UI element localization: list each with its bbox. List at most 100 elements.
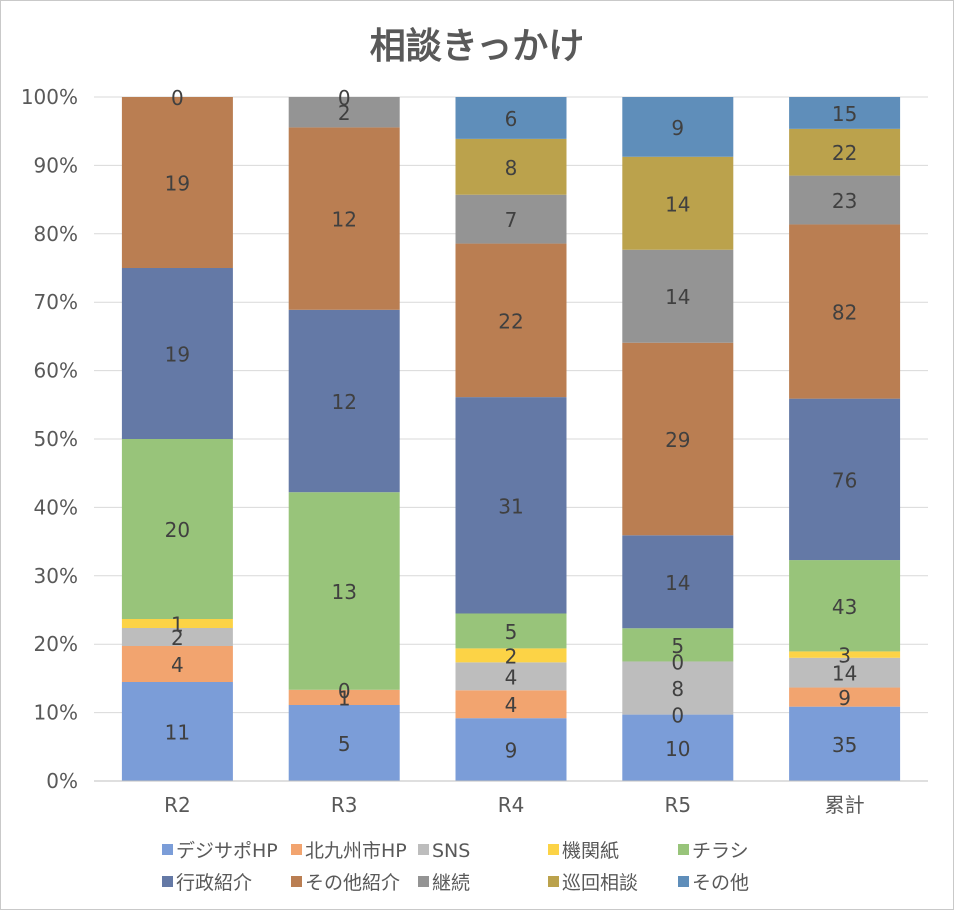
data-label: 2 bbox=[338, 101, 351, 125]
data-label: 0 bbox=[338, 679, 351, 703]
data-label: 5 bbox=[338, 732, 351, 756]
data-label: 5 bbox=[505, 620, 518, 644]
data-label: 7 bbox=[505, 208, 518, 232]
data-label: 4 bbox=[505, 665, 518, 689]
bar-segment bbox=[622, 156, 734, 250]
legend-item: 巡回相談 bbox=[548, 872, 638, 894]
data-label: 19 bbox=[165, 172, 190, 196]
data-label: 8 bbox=[671, 677, 684, 701]
legend-swatch bbox=[291, 876, 302, 887]
y-tick-label: 40% bbox=[34, 495, 78, 519]
data-label: 22 bbox=[832, 141, 857, 165]
legend-label: 機関紙 bbox=[562, 840, 619, 862]
data-label: 0 bbox=[671, 704, 684, 728]
data-label: 1 bbox=[171, 613, 184, 637]
data-label: 9 bbox=[838, 686, 851, 710]
bar-segment bbox=[622, 535, 734, 629]
legend-label: デジサポHP bbox=[176, 840, 278, 862]
bar-segment bbox=[622, 97, 734, 157]
bar-segment bbox=[455, 397, 567, 614]
data-label: 29 bbox=[665, 428, 690, 452]
bar-segment bbox=[121, 628, 233, 646]
bar-segment bbox=[789, 657, 901, 688]
data-label: 35 bbox=[832, 733, 857, 757]
legend-item: 機関紙 bbox=[548, 840, 619, 862]
data-label: 2 bbox=[505, 644, 518, 668]
data-label: 11 bbox=[165, 721, 190, 745]
y-tick-label: 70% bbox=[34, 290, 78, 314]
bar-segment bbox=[622, 628, 734, 662]
bar-segment bbox=[455, 138, 567, 195]
data-label: 43 bbox=[832, 595, 857, 619]
bar-segment bbox=[455, 613, 567, 649]
legend-swatch bbox=[291, 844, 302, 855]
bar-segment bbox=[288, 689, 400, 705]
bar-segment bbox=[789, 687, 901, 707]
data-label: 0 bbox=[671, 650, 684, 674]
data-label: 23 bbox=[832, 189, 857, 213]
data-label: 14 bbox=[665, 571, 690, 595]
bar-segment bbox=[455, 194, 567, 244]
legend-swatch bbox=[418, 844, 429, 855]
x-tick-label: R4 bbox=[498, 793, 525, 817]
bar-segment bbox=[622, 249, 734, 343]
legend-item: デジサポHP bbox=[162, 840, 278, 862]
data-label: 12 bbox=[331, 390, 356, 414]
legend-label: その他 bbox=[692, 872, 749, 894]
y-tick-label: 60% bbox=[34, 359, 78, 383]
bar-segment bbox=[455, 690, 567, 719]
y-tick-label: 20% bbox=[34, 632, 78, 656]
data-label: 9 bbox=[671, 116, 684, 140]
data-label: 0 bbox=[338, 86, 351, 110]
legend-item: SNS bbox=[418, 840, 470, 862]
bar-segment bbox=[789, 398, 901, 561]
legend-swatch bbox=[162, 844, 173, 855]
legend-label: 北九州市HP bbox=[305, 840, 407, 862]
bar-segment bbox=[622, 714, 734, 781]
data-label: 10 bbox=[665, 737, 690, 761]
bar-segment bbox=[288, 309, 400, 493]
data-label: 20 bbox=[165, 518, 190, 542]
x-tick-label: R5 bbox=[664, 793, 691, 817]
y-axis-ticks: 0% 10% 20% 30% 40% 50% 60% 70% 80% 90% 100% bbox=[21, 85, 78, 793]
legend-swatch bbox=[418, 876, 429, 887]
data-label: 31 bbox=[498, 494, 523, 518]
bar-segment bbox=[455, 97, 567, 139]
data-label: 82 bbox=[832, 301, 857, 325]
bar-segment bbox=[789, 651, 901, 658]
data-label: 6 bbox=[505, 107, 518, 131]
data-label: 3 bbox=[838, 644, 851, 668]
legend-item: チラシ bbox=[678, 840, 749, 862]
y-tick-label: 80% bbox=[34, 222, 78, 246]
x-tick-label: R2 bbox=[164, 793, 191, 817]
chart-title: 相談きっかけ bbox=[370, 26, 585, 67]
legend-swatch bbox=[678, 844, 689, 855]
legend-item: 行政紹介 bbox=[162, 872, 252, 894]
x-tick-label: R3 bbox=[331, 793, 358, 817]
bar-segment bbox=[455, 662, 567, 691]
bar-segment bbox=[789, 97, 901, 129]
bar-segment bbox=[288, 97, 400, 128]
bar-segment bbox=[121, 682, 233, 781]
bar-segment bbox=[121, 97, 233, 268]
legend-item: 継続 bbox=[418, 872, 470, 894]
legend-item: その他紹介 bbox=[291, 872, 400, 894]
y-tick-label: 0% bbox=[46, 769, 78, 793]
legend-label: チラシ bbox=[692, 840, 749, 862]
data-label: 13 bbox=[331, 580, 356, 604]
bar-segment bbox=[121, 439, 233, 619]
legend-swatch bbox=[162, 876, 173, 887]
x-axis-ticks: R2 R3 R4 R5 累計 bbox=[164, 793, 865, 817]
bars bbox=[121, 97, 901, 781]
legend-label: 継続 bbox=[432, 872, 470, 894]
bar-segment bbox=[622, 342, 734, 536]
bar-segment bbox=[288, 705, 400, 781]
data-label: 9 bbox=[505, 739, 518, 763]
data-label: 14 bbox=[665, 285, 690, 309]
bar-segment bbox=[455, 718, 567, 781]
bar-segment bbox=[121, 619, 233, 628]
bar-segment bbox=[455, 648, 567, 663]
bar-segment bbox=[789, 175, 901, 225]
bar-segment bbox=[789, 224, 901, 399]
